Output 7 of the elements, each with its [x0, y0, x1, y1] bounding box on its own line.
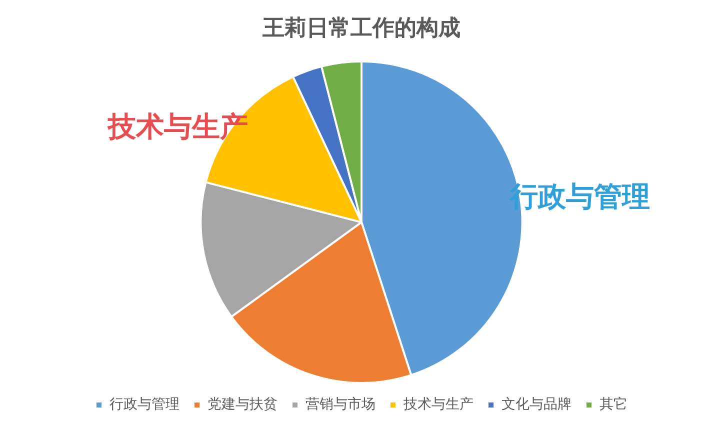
legend-label: 技术与生产 — [402, 396, 474, 413]
legend-label: 党建与扶贫 — [208, 396, 278, 413]
legend-label: 其它 — [600, 396, 628, 413]
legend-label: 行政与管理 — [110, 396, 180, 413]
chart-title: 王莉日常工作的构成 — [262, 16, 460, 41]
legend-label: 文化与品牌 — [502, 396, 572, 413]
legend-label: 营销与市场 — [306, 396, 376, 413]
